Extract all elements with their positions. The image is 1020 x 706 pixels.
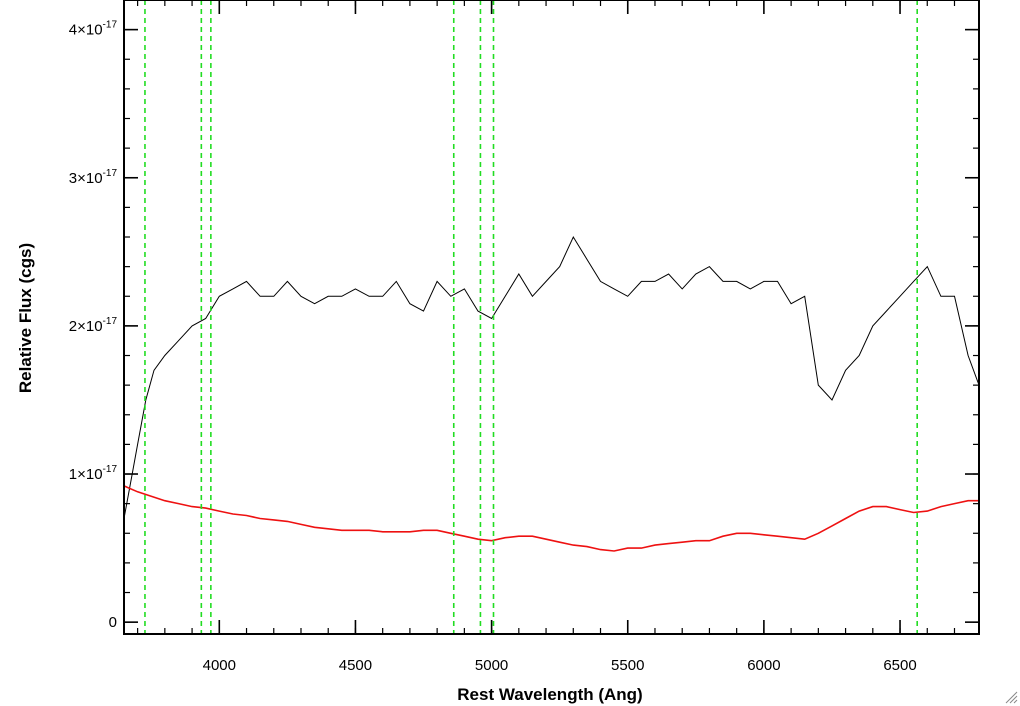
x-tick-label: 6000 [747, 657, 780, 674]
x-axis-label: Rest Wavelength (Ang) [457, 685, 642, 704]
series-0-line [124, 235, 979, 519]
series-1-line [124, 485, 979, 552]
plot-area [124, 0, 979, 634]
y-tick-label: 0 [109, 614, 117, 631]
y-axis-label: Relative Flux (cgs) [16, 243, 35, 393]
x-tick-label: 4000 [203, 657, 236, 674]
x-tick-label: 4500 [339, 657, 372, 674]
plot-frame [123, 0, 980, 635]
y-tick-label: 3×10-17 [69, 168, 118, 187]
x-tick-label: 6500 [883, 657, 916, 674]
axes: 4000 4500 5000 5500 6000 6500 0 1×10-17 2×10-17 3… [69, 0, 980, 674]
x-tick-label: 5000 [475, 657, 508, 674]
resize-grip-icon[interactable] [1004, 690, 1018, 704]
y-tick-label: 1×10-17 [69, 464, 118, 483]
x-tick-label: 5500 [611, 657, 644, 674]
y-tick-label: 2×10-17 [69, 316, 118, 335]
y-tick-label: 4×10-17 [69, 20, 118, 39]
